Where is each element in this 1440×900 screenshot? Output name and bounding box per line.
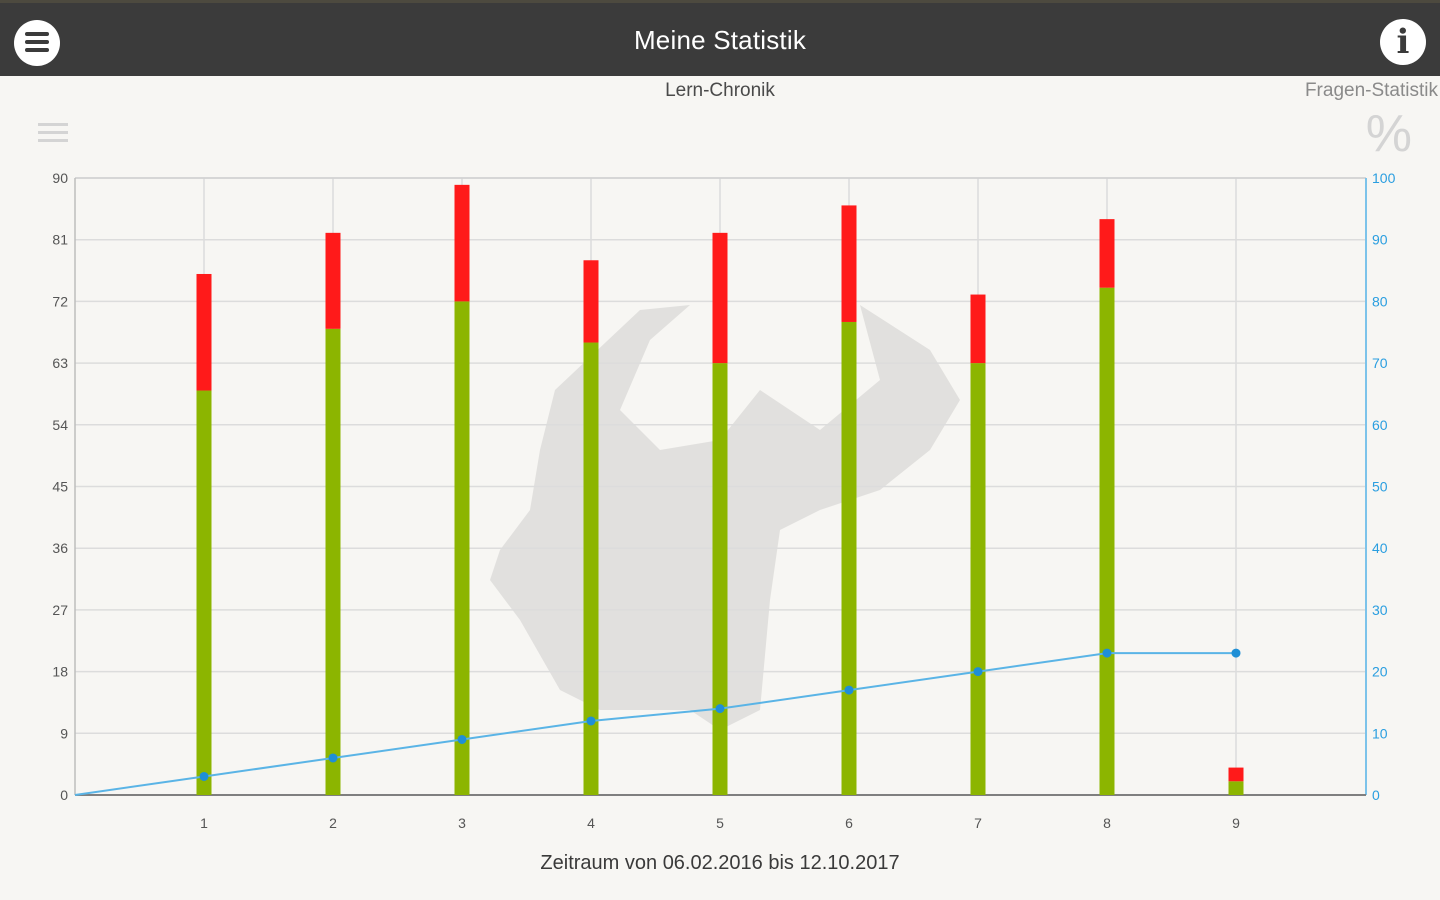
line-point (1231, 648, 1241, 658)
hamburger-menu-icon[interactable] (14, 20, 60, 66)
x-tick-label: 6 (845, 815, 853, 831)
x-tick-label: 8 (1103, 815, 1111, 831)
y-left-tick-label: 27 (52, 602, 68, 618)
line-point (457, 734, 467, 744)
bar-segment-green (970, 363, 986, 795)
y-left-tick-label: 45 (52, 479, 68, 495)
y-left-tick-label: 72 (52, 293, 68, 309)
bar-segment-red (841, 205, 857, 322)
line-point (199, 771, 209, 781)
y-right-tick-label: 90 (1372, 232, 1388, 248)
y-right-tick-label: 20 (1372, 664, 1388, 680)
bar-segment-red (196, 273, 212, 391)
y-left-tick-label: 81 (52, 232, 68, 248)
y-right-tick-label: 30 (1372, 602, 1388, 618)
bar-segment-red (712, 232, 728, 364)
percent-icon[interactable]: % (1365, 105, 1412, 163)
line-point (844, 685, 854, 695)
statistics-chart: 0918273645546372819001020304050607080901… (52, 170, 1395, 831)
y-left-tick-label: 90 (52, 170, 68, 186)
line-point (328, 753, 338, 763)
x-tick-label: 2 (329, 815, 337, 831)
bar-segment-green (712, 363, 728, 795)
line-path (74, 652, 1236, 796)
bar-series (196, 184, 1244, 795)
bar-segment-red (970, 294, 986, 364)
y-left-tick-label: 63 (52, 355, 68, 371)
x-tick-label: 7 (974, 815, 982, 831)
y-right-tick-label: 50 (1372, 479, 1388, 495)
bar-segment-green (1099, 287, 1115, 795)
y-left-tick-label: 36 (52, 540, 68, 556)
line-point (715, 704, 725, 714)
bar-segment-red (325, 232, 341, 329)
y-right-tick-label: 100 (1372, 170, 1396, 186)
line-point (586, 716, 596, 726)
bar-segment-green (325, 328, 341, 795)
chart-caption: Zeitraum von 06.02.2016 bis 12.10.2017 (540, 852, 900, 874)
bar-segment-green (454, 301, 470, 795)
y-right-tick-label: 40 (1372, 540, 1388, 556)
info-icon[interactable]: i (1380, 19, 1426, 65)
x-tick-label: 1 (200, 815, 208, 831)
x-tick-label: 3 (458, 815, 466, 831)
bar-segment-green (583, 342, 599, 795)
top-app-bar: Meine Statistik i (0, 0, 1440, 76)
y-right-tick-label: 70 (1372, 355, 1388, 371)
line-series (74, 648, 1241, 796)
y-right-tick-label: 60 (1372, 417, 1388, 433)
tab-lern-chronik[interactable]: Lern-Chronik (665, 80, 775, 101)
bar-segment-red (1228, 767, 1244, 782)
y-left-tick-label: 9 (60, 725, 68, 741)
page-title: Meine Statistik (633, 25, 807, 55)
list-icon[interactable] (38, 120, 70, 146)
y-left-tick-label: 0 (60, 787, 68, 803)
x-tick-label: 5 (716, 815, 724, 831)
bar-segment-red (583, 260, 599, 343)
x-tick-label: 9 (1232, 815, 1240, 831)
y-left-tick-label: 18 (52, 664, 68, 680)
bar-segment-red (1099, 219, 1115, 288)
y-right-tick-label: 10 (1372, 725, 1388, 741)
bar-segment-green (1228, 781, 1244, 795)
bar-segment-green (196, 390, 212, 795)
x-tick-label: 4 (587, 815, 595, 831)
bar-segment-green (841, 321, 857, 795)
line-point (1102, 648, 1112, 658)
y-left-tick-label: 54 (52, 417, 68, 433)
y-right-tick-label: 0 (1372, 787, 1380, 803)
tick-labels: 0918273645546372819001020304050607080901… (52, 170, 1395, 831)
y-right-tick-label: 80 (1372, 293, 1388, 309)
line-point (973, 667, 983, 677)
bar-segment-red (454, 184, 470, 302)
tab-fragen-statistik[interactable]: Fragen-Statistik (1304, 80, 1438, 101)
